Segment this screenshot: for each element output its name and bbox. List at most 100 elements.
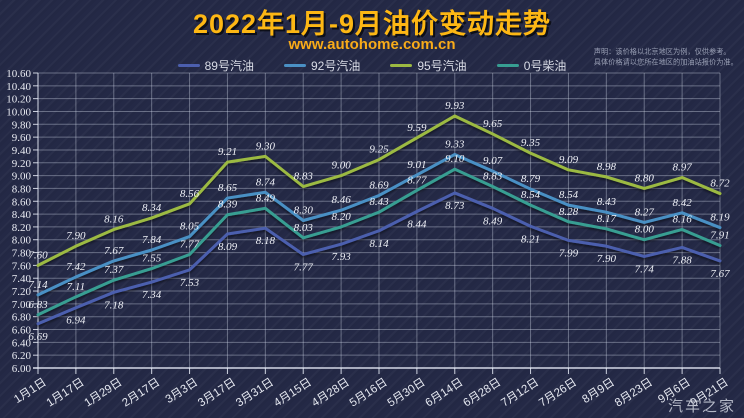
y-axis-tick-label: 8.20 bbox=[12, 222, 32, 234]
value-label-92号汽油: 9.07 bbox=[483, 155, 503, 167]
value-label-92号汽油: 7.67 bbox=[104, 245, 124, 257]
value-label-0号柴油: 6.83 bbox=[28, 299, 48, 311]
value-label-92号汽油: 8.27 bbox=[635, 206, 655, 218]
value-label-92号汽油: 8.05 bbox=[180, 221, 200, 233]
value-label-89号汽油: 7.18 bbox=[104, 299, 124, 311]
value-label-92号汽油: 8.43 bbox=[597, 196, 617, 208]
x-axis-date-label: 2月17日 bbox=[120, 376, 162, 409]
x-axis-date-label: 7月12日 bbox=[499, 376, 541, 409]
value-label-89号汽油: 6.69 bbox=[28, 331, 48, 343]
site-url: www.autohome.com.cn bbox=[288, 36, 456, 53]
value-label-89号汽油: 8.21 bbox=[521, 233, 540, 245]
legend-line-icon bbox=[283, 64, 306, 67]
y-axis-tick-label: 10.40 bbox=[6, 81, 31, 93]
x-axis-date-label: 6月28日 bbox=[461, 376, 503, 409]
y-axis-tick-label: 9.20 bbox=[12, 158, 32, 170]
y-axis-tick-label: 7.40 bbox=[12, 273, 32, 285]
value-label-0号柴油: 7.55 bbox=[142, 253, 162, 265]
series-line-0号柴油 bbox=[36, 167, 722, 317]
chart-legend: 89号汽油 92号汽油 95号汽油 0号柴油 bbox=[0, 57, 744, 74]
value-label-95号汽油: 7.60 bbox=[28, 249, 48, 261]
y-axis-tick-label: 8.60 bbox=[12, 196, 32, 208]
value-label-95号汽油: 8.80 bbox=[635, 172, 655, 184]
value-label-0号柴油: 7.11 bbox=[67, 281, 85, 293]
y-axis-tick-label: 6.40 bbox=[12, 337, 32, 349]
y-axis-tick-label: 7.80 bbox=[12, 248, 32, 260]
value-label-92号汽油: 8.69 bbox=[369, 179, 389, 191]
value-label-0号柴油: 8.54 bbox=[521, 189, 541, 201]
legend-item-0号柴油: 0号柴油 bbox=[496, 57, 567, 74]
value-label-0号柴油: 8.43 bbox=[369, 196, 389, 208]
x-axis-date-label: 5月16日 bbox=[348, 376, 390, 409]
value-label-0号柴油: 7.77 bbox=[180, 238, 200, 250]
legend-item-label: 92号汽油 bbox=[310, 59, 361, 73]
x-axis-date-label: 4月15日 bbox=[272, 376, 314, 409]
autohome-watermark: 汽车之家 bbox=[667, 398, 736, 415]
value-label-89号汽油: 8.44 bbox=[407, 219, 427, 231]
y-axis-tick-label: 6.00 bbox=[12, 363, 32, 375]
value-label-95号汽油: 9.35 bbox=[521, 137, 541, 149]
legend-item-label: 0号柴油 bbox=[523, 59, 567, 73]
value-label-92号汽油: 8.74 bbox=[256, 176, 276, 188]
value-label-89号汽油: 7.53 bbox=[180, 277, 200, 289]
x-axis-date-label: 3月31日 bbox=[234, 376, 276, 409]
value-label-95号汽油: 9.65 bbox=[483, 118, 503, 130]
y-axis-tick-label: 8.40 bbox=[12, 209, 32, 221]
value-label-92号汽油: 8.79 bbox=[521, 173, 541, 185]
value-label-89号汽油: 7.88 bbox=[672, 254, 692, 266]
value-label-92号汽油: 7.84 bbox=[142, 234, 162, 246]
x-axis-date-label: 8月9日 bbox=[580, 376, 617, 406]
x-axis-date-label: 1月29日 bbox=[82, 376, 124, 409]
value-label-0号柴油: 7.37 bbox=[104, 264, 124, 276]
series-line-92号汽油 bbox=[36, 152, 722, 297]
value-label-95号汽油: 9.25 bbox=[369, 144, 389, 156]
disclaimer-line-1: 声明：该价格以北京地区为例，仅供参考。 bbox=[593, 47, 731, 56]
value-label-89号汽油: 7.74 bbox=[635, 263, 655, 275]
value-label-92号汽油: 7.14 bbox=[28, 279, 48, 291]
value-label-0号柴油: 8.20 bbox=[331, 211, 351, 223]
y-axis-tick-label: 9.60 bbox=[12, 132, 32, 144]
value-label-95号汽油: 9.09 bbox=[559, 154, 579, 166]
y-axis-tick-label: 7.20 bbox=[12, 286, 32, 298]
x-axis-date-label: 1月17日 bbox=[45, 376, 87, 409]
legend-item-95号汽油: 95号汽油 bbox=[390, 57, 467, 74]
x-axis-date-label: 5月30日 bbox=[386, 376, 428, 409]
y-axis-tick-label: 9.40 bbox=[12, 145, 32, 157]
legend-item-92号汽油: 92号汽油 bbox=[283, 57, 361, 74]
y-axis-tick-label: 10.00 bbox=[6, 106, 31, 118]
value-label-0号柴油: 7.91 bbox=[710, 230, 729, 242]
y-axis-tick-label: 7.60 bbox=[12, 260, 32, 272]
value-label-89号汽油: 7.93 bbox=[331, 251, 351, 263]
value-label-89号汽油: 8.09 bbox=[218, 241, 238, 253]
value-label-92号汽油: 8.65 bbox=[218, 182, 238, 194]
legend-line-icon bbox=[177, 64, 200, 67]
disclaimer-text: 声明：该价格以北京地区为例，仅供参考。 具体价格请以您所在地区的加油站报价为准。 bbox=[594, 47, 741, 68]
value-label-95号汽油: 9.93 bbox=[445, 100, 465, 112]
value-label-89号汽油: 6.94 bbox=[66, 315, 86, 327]
value-label-0号柴油: 8.28 bbox=[559, 206, 579, 218]
y-axis-tick-label: 6.60 bbox=[12, 325, 32, 337]
value-label-89号汽油: 7.77 bbox=[294, 261, 314, 273]
y-axis-tick-label: 10.60 bbox=[6, 68, 31, 80]
value-label-92号汽油: 9.33 bbox=[445, 138, 465, 150]
value-label-89号汽油: 8.73 bbox=[445, 200, 465, 212]
value-label-0号柴油: 8.83 bbox=[483, 171, 503, 183]
value-label-0号柴油: 8.49 bbox=[256, 192, 276, 204]
value-label-92号汽油: 7.42 bbox=[66, 261, 86, 273]
x-axis-date-label: 7月26日 bbox=[537, 376, 579, 409]
x-axis-date-label: 3月3日 bbox=[164, 376, 201, 406]
value-label-0号柴油: 8.03 bbox=[294, 222, 314, 234]
y-axis-tick-label: 7.00 bbox=[12, 299, 32, 311]
legend-line-icon bbox=[390, 64, 413, 67]
y-axis-tick-label: 6.80 bbox=[12, 312, 32, 324]
value-label-92号汽油: 9.01 bbox=[407, 159, 426, 171]
value-label-0号柴油: 8.16 bbox=[672, 213, 692, 225]
x-axis-date-label: 3月17日 bbox=[196, 376, 238, 409]
legend-line-icon bbox=[496, 64, 519, 67]
value-label-89号汽油: 7.34 bbox=[142, 289, 162, 301]
value-label-92号汽油: 8.54 bbox=[559, 189, 579, 201]
x-axis-date-label: 4月28日 bbox=[310, 376, 352, 409]
legend-item-89号汽油: 89号汽油 bbox=[177, 57, 254, 74]
value-label-0号柴油: 8.39 bbox=[218, 199, 238, 211]
